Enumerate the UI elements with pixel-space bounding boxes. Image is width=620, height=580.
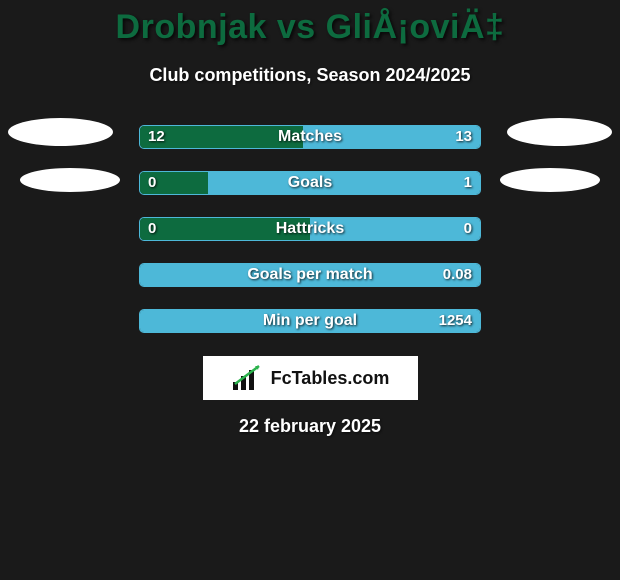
bar-fill-left: [140, 172, 208, 194]
bar-fill-right: [140, 264, 480, 286]
stat-bar: Min per goal1254: [139, 309, 481, 333]
stat-bar: Goals per match0.08: [139, 263, 481, 287]
bars-icon: [231, 364, 265, 392]
bar-fill-right: [303, 126, 480, 148]
stat-bar: Matches1213: [139, 125, 481, 149]
team-badge-left: [20, 168, 120, 192]
player1-name: Drobnjak: [116, 8, 267, 46]
date-label: 22 february 2025: [0, 416, 620, 437]
stat-bar: Goals01: [139, 171, 481, 195]
team-badge-right: [507, 118, 612, 146]
stat-row: Matches1213: [0, 114, 620, 160]
stat-row: Hattricks00: [0, 206, 620, 252]
player2-name: GliÅ¡oviÄ‡: [326, 8, 505, 46]
logo-text: FcTables.com: [271, 368, 390, 389]
comparison-card: Drobnjak vs GliÅ¡oviÄ‡ Club competitions…: [0, 0, 620, 437]
team-badge-left: [8, 118, 113, 146]
bar-fill-right: [310, 218, 480, 240]
fctables-logo[interactable]: FcTables.com: [203, 356, 418, 400]
subtitle: Club competitions, Season 2024/2025: [0, 65, 620, 86]
bar-fill-right: [140, 310, 480, 332]
bar-fill-left: [140, 126, 303, 148]
vs-label: vs: [277, 8, 316, 46]
stats-list: Matches1213 Goals01 Hattricks00 Goals per m…: [0, 114, 620, 344]
page-title: Drobnjak vs GliÅ¡oviÄ‡: [0, 8, 620, 47]
stat-bar: Hattricks00: [139, 217, 481, 241]
bar-fill-right: [208, 172, 480, 194]
stat-row: Goals01: [0, 160, 620, 206]
team-badge-right: [500, 168, 600, 192]
bar-fill-left: [140, 218, 310, 240]
stat-row: Goals per match0.08: [0, 252, 620, 298]
stat-row: Min per goal1254: [0, 298, 620, 344]
